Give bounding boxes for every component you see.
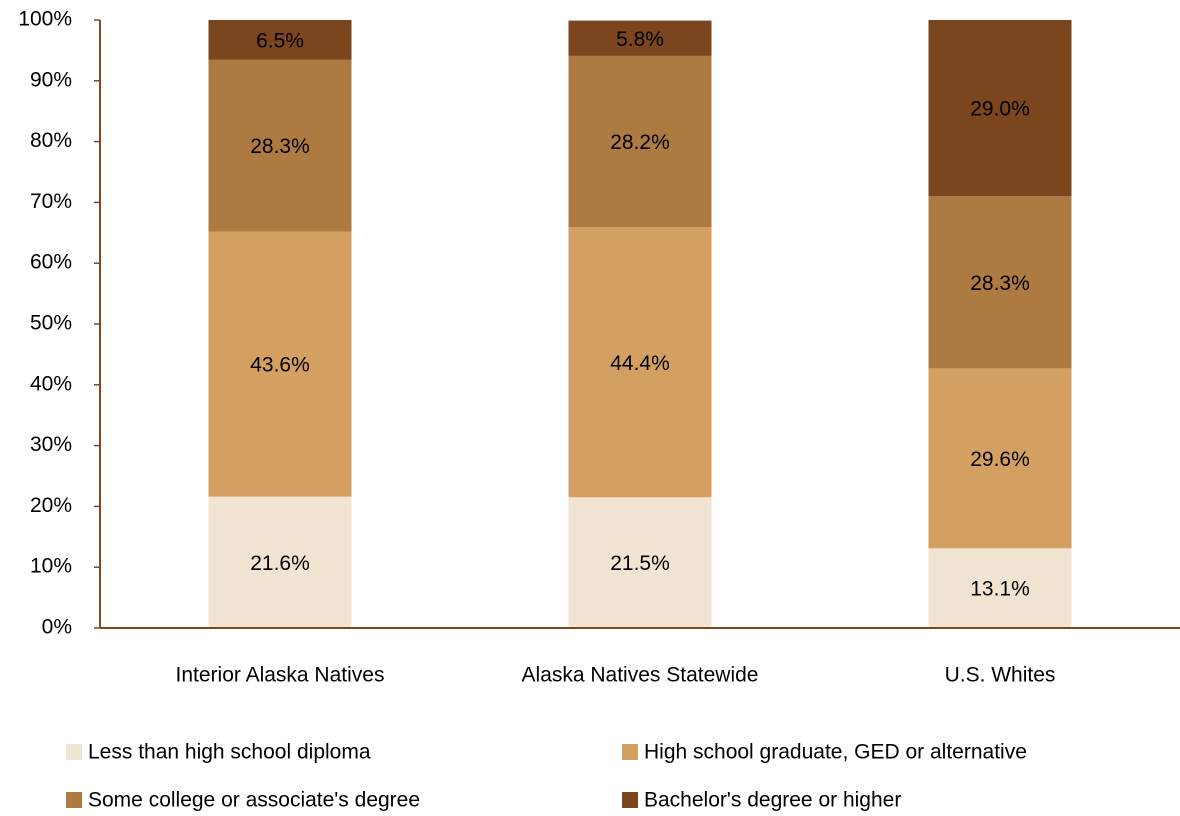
bar-segment <box>208 20 352 60</box>
y-tick-label: 40% <box>30 372 72 395</box>
y-tick-label: 0% <box>42 616 72 639</box>
legend-label: Less than high school diploma <box>88 741 371 764</box>
x-tick-label: Interior Alaska Natives <box>176 664 385 687</box>
bar-segment <box>928 368 1072 549</box>
bar-segment <box>568 20 712 56</box>
y-tick-label: 90% <box>30 68 72 91</box>
y-tick-label: 60% <box>30 251 72 274</box>
y-tick-label: 20% <box>30 494 72 517</box>
x-tick-label: U.S. Whites <box>945 664 1056 687</box>
data-label: 43.6% <box>250 354 310 377</box>
data-label: 13.1% <box>970 578 1030 601</box>
data-label: 28.2% <box>610 131 670 154</box>
data-label: 5.8% <box>616 28 664 51</box>
y-tick-label: 100% <box>18 8 72 31</box>
bar-segment <box>208 59 352 232</box>
bar-segment <box>928 196 1072 369</box>
y-tick-label: 30% <box>30 433 72 456</box>
legend-label: High school graduate, GED or alternative <box>644 741 1027 764</box>
data-label: 6.5% <box>256 29 304 52</box>
legend-swatch <box>622 792 638 808</box>
bar-segment <box>928 548 1072 628</box>
data-label: 29.6% <box>970 448 1030 471</box>
y-tick-label: 70% <box>30 190 72 213</box>
data-label: 28.3% <box>970 272 1030 295</box>
y-tick-label: 80% <box>30 129 72 152</box>
x-tick-label: Alaska Natives Statewide <box>522 664 759 687</box>
legend-swatch <box>66 744 82 760</box>
y-tick-label: 10% <box>30 555 72 578</box>
bar-segment <box>208 231 352 497</box>
y-tick-label: 50% <box>30 312 72 335</box>
data-label: 44.4% <box>610 352 670 375</box>
bar-segment <box>928 20 1072 197</box>
data-label: 21.5% <box>610 552 670 575</box>
data-label: 29.0% <box>970 98 1030 121</box>
bar-segment <box>208 496 352 628</box>
legend-swatch <box>66 792 82 808</box>
data-label: 28.3% <box>250 135 310 158</box>
bar-segment <box>568 227 712 498</box>
bar-segment <box>568 497 712 628</box>
data-label: 21.6% <box>250 552 310 575</box>
bar-segment <box>568 55 712 228</box>
legend-swatch <box>622 744 638 760</box>
legend-label: Some college or associate's degree <box>88 789 420 812</box>
legend-label: Bachelor's degree or higher <box>644 789 901 812</box>
